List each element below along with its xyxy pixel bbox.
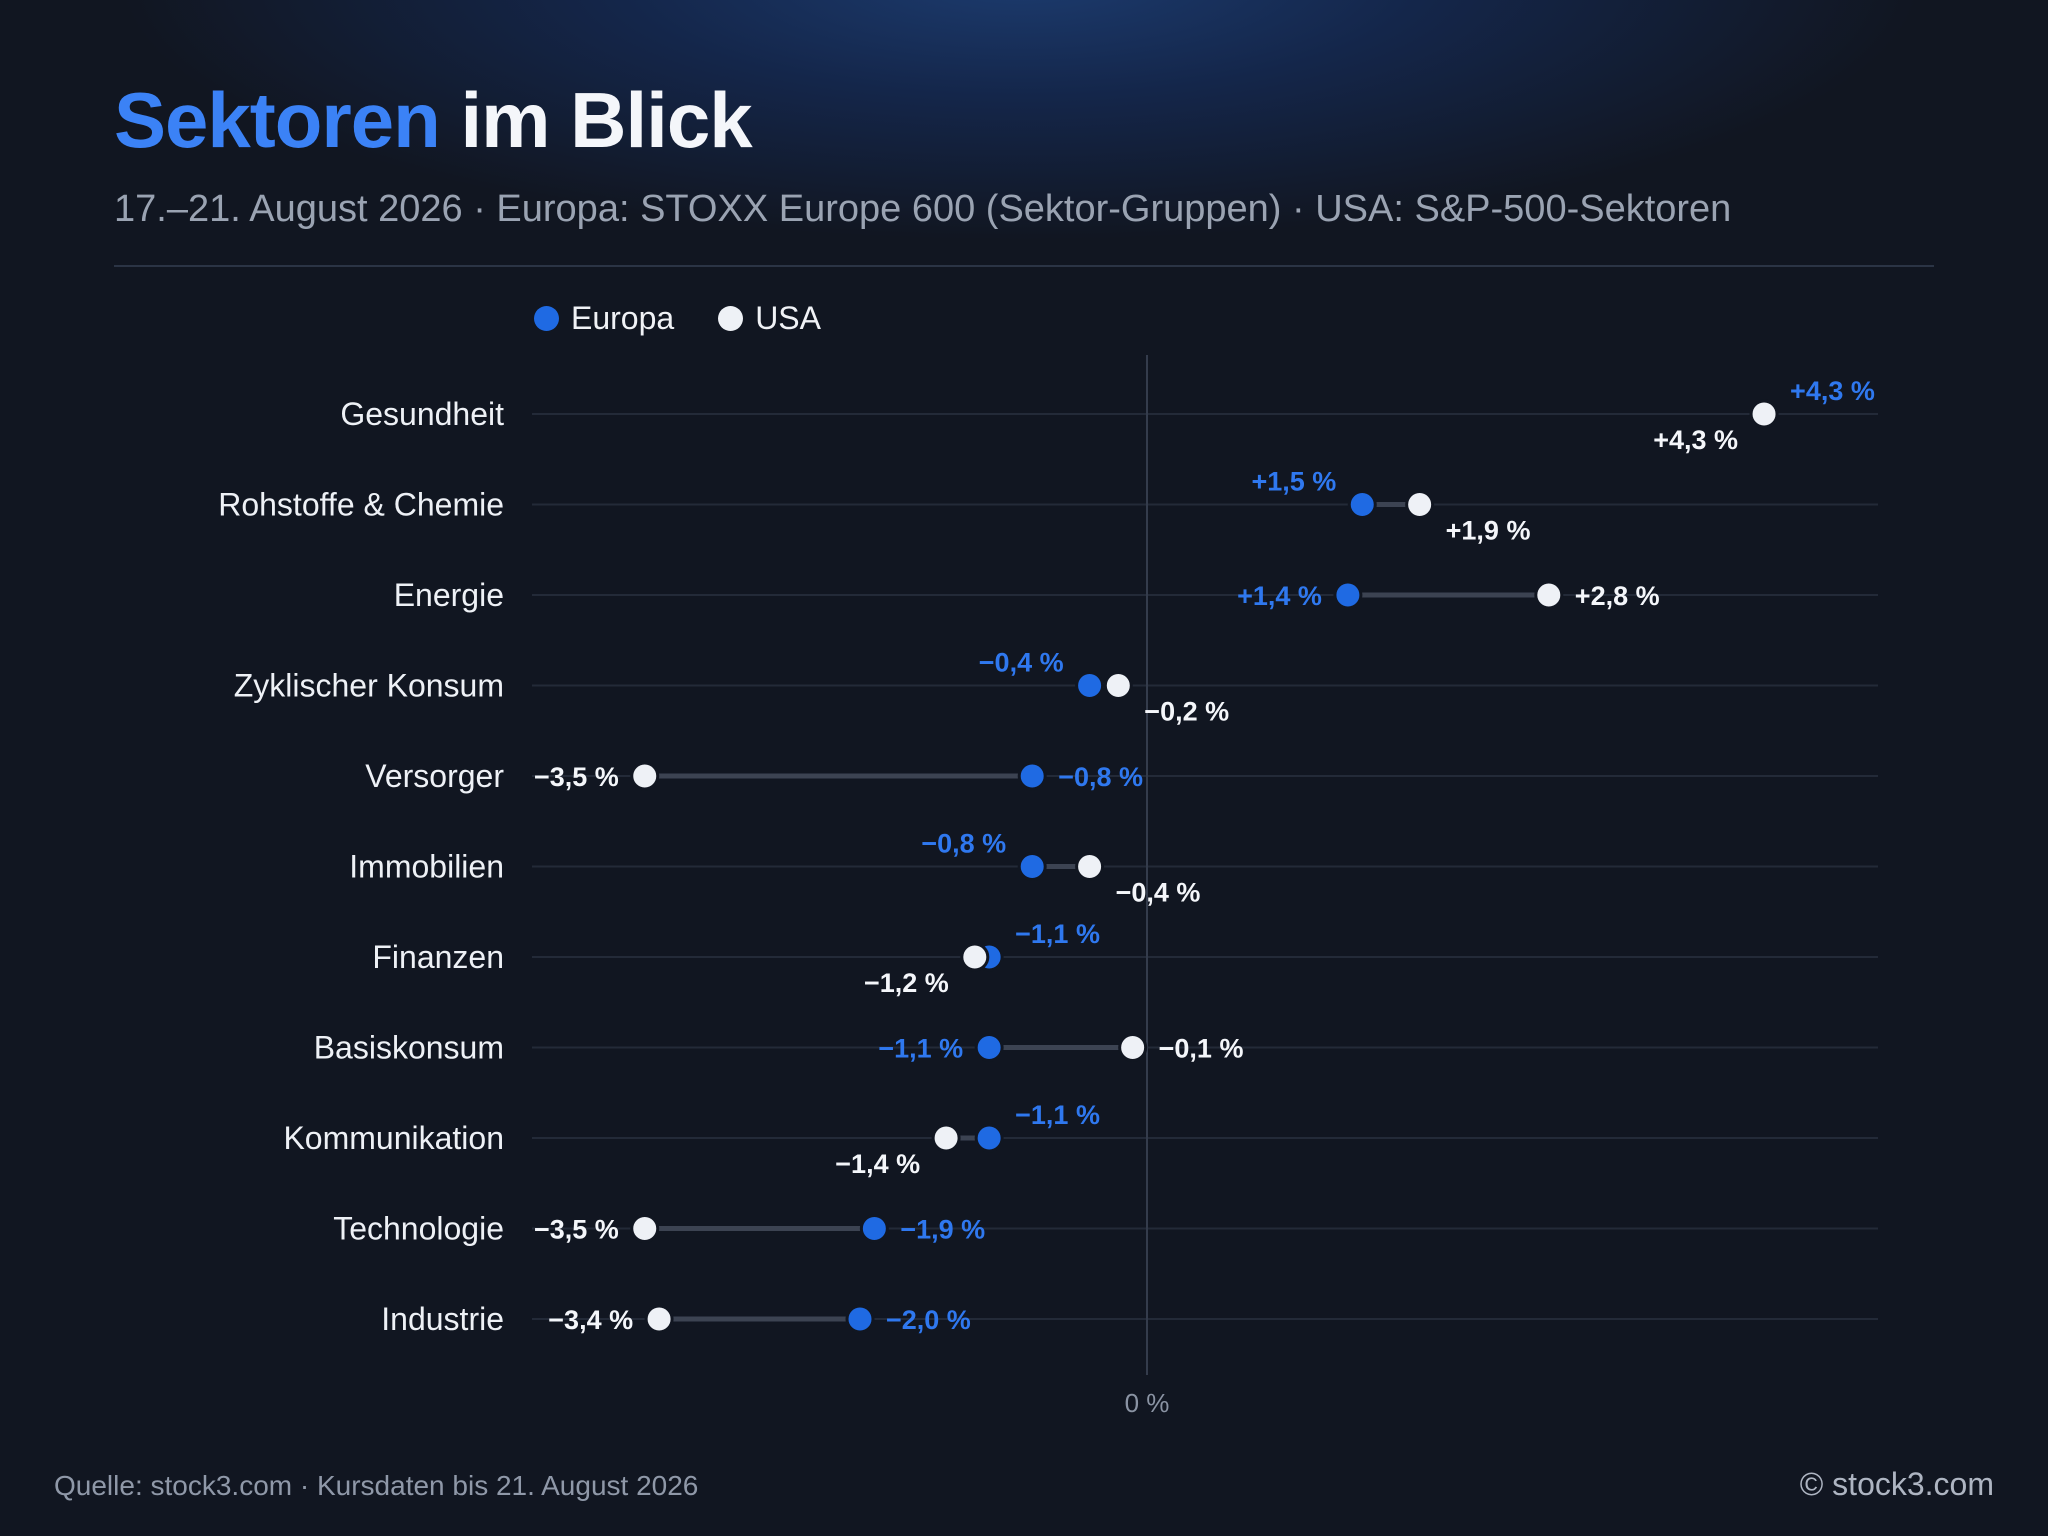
europe-value-label: −0,8 % [921, 829, 1006, 859]
europe-value-label: −2,0 % [886, 1305, 971, 1335]
page-title: Sektoren im Blick [114, 76, 753, 164]
category-label: Immobilien [349, 849, 504, 885]
category-label: Technologie [333, 1211, 504, 1247]
europe-point [974, 1123, 1004, 1153]
europe-value-label: +1,4 % [1237, 581, 1322, 611]
header-divider [114, 265, 1934, 267]
europe-value-label: −1,1 % [1015, 919, 1100, 949]
usa-value-label: −1,4 % [835, 1149, 920, 1179]
usa-point [960, 942, 990, 972]
legend-label-europe: Europa [571, 300, 675, 336]
legend-item-usa: USA [718, 300, 821, 337]
category-label: Energie [394, 577, 504, 613]
source-note: Quelle: stock3.com · Kursdaten bis 21. A… [54, 1470, 699, 1501]
usa-point [931, 1123, 961, 1153]
europe-value-label: −0,8 % [1058, 762, 1143, 792]
subtitle: 17.–21. August 2026 · Europa: STOXX Euro… [114, 188, 1732, 230]
usa-point [1075, 852, 1105, 881]
category-label: Kommunikation [283, 1120, 504, 1156]
chart-legend: Europa USA [534, 300, 865, 337]
usa-point [630, 761, 660, 791]
category-label: Industrie [381, 1301, 504, 1337]
zero-axis-label: 0 % [1125, 1388, 1170, 1418]
copyright: © stock3.com [1799, 1466, 1994, 1502]
legend-item-europe: Europa [534, 300, 674, 337]
usa-value-label: −3,5 % [534, 1215, 619, 1245]
usa-value-label: −0,4 % [1116, 878, 1201, 908]
usa-point [1118, 1033, 1148, 1062]
usa-point [1749, 399, 1779, 429]
usa-value-label: −3,4 % [548, 1305, 633, 1335]
legend-dot-europe [534, 306, 559, 331]
usa-point [1534, 580, 1564, 610]
usa-value-label: −0,1 % [1159, 1034, 1244, 1064]
usa-point [630, 1214, 660, 1243]
category-label: Rohstoffe & Chemie [218, 487, 504, 523]
usa-value-label: +2,8 % [1575, 581, 1660, 611]
category-label: Finanzen [372, 939, 504, 975]
europe-point [1017, 761, 1047, 791]
category-label: Versorger [365, 758, 504, 794]
europe-value-label: +1,5 % [1251, 467, 1336, 497]
legend-label-usa: USA [755, 300, 821, 336]
europe-point [845, 1304, 875, 1334]
europe-value-label: −0,4 % [979, 648, 1064, 678]
europe-point [859, 1214, 889, 1243]
legend-dot-usa [718, 306, 744, 331]
usa-point [1103, 671, 1133, 700]
usa-value-label: −1,2 % [864, 968, 949, 998]
europe-point [1017, 852, 1047, 881]
europe-value-label: +4,3 % [1790, 376, 1875, 406]
europe-point [1347, 490, 1377, 519]
europe-point [1333, 580, 1363, 610]
title-rest: im Blick [439, 76, 752, 164]
europe-value-label: −1,1 % [1015, 1100, 1100, 1130]
category-label: Gesundheit [340, 396, 504, 432]
usa-point [1405, 490, 1435, 519]
usa-value-label: −3,5 % [534, 762, 619, 792]
usa-value-label: +4,3 % [1653, 425, 1738, 455]
usa-value-label: +1,9 % [1446, 516, 1531, 546]
europe-value-label: −1,9 % [900, 1215, 985, 1245]
category-label: Basiskonsum [314, 1030, 504, 1066]
category-label: Zyklischer Konsum [234, 668, 504, 704]
europe-value-label: −1,1 % [878, 1034, 963, 1064]
title-accent: Sektoren [114, 76, 441, 164]
europe-point [1075, 671, 1105, 700]
usa-point [644, 1304, 674, 1334]
usa-value-label: −0,2 % [1144, 697, 1229, 727]
europe-point [974, 1033, 1004, 1062]
